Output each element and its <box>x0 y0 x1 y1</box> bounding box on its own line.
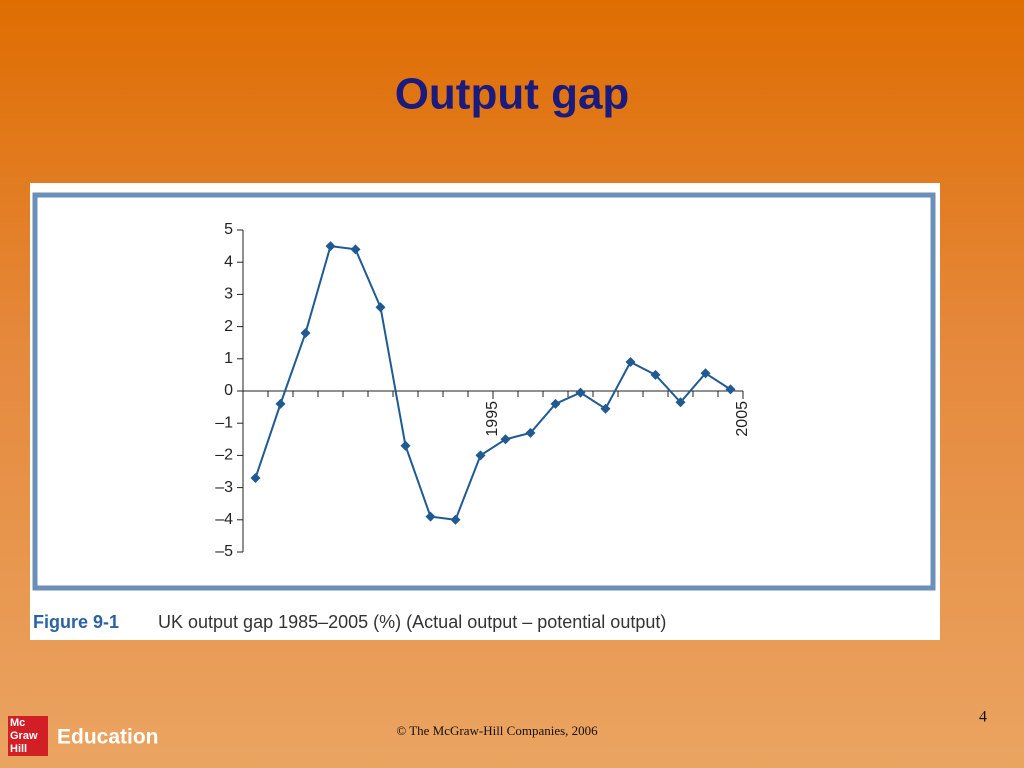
data-point <box>450 514 461 525</box>
data-point <box>675 397 686 408</box>
data-point <box>325 241 336 252</box>
data-point <box>300 328 311 339</box>
data-point <box>350 244 361 255</box>
data-point <box>475 450 486 461</box>
logo-box <box>8 716 48 756</box>
y-tick-label: 0 <box>224 382 233 399</box>
x-tick-label: 1995 <box>484 401 501 437</box>
data-point <box>425 511 436 522</box>
data-point <box>625 357 636 368</box>
page-number: 4 <box>979 709 987 726</box>
data-point <box>375 302 386 313</box>
plot: –5 –4 –3 –2 –1 0 1 2 3 4 5 1995 2005 <box>215 221 751 560</box>
data-point <box>700 368 711 379</box>
data-point <box>525 427 536 438</box>
y-tick-label: 3 <box>224 286 233 303</box>
data-point <box>650 369 661 380</box>
data-point <box>250 472 261 483</box>
y-tick-label: –3 <box>215 479 233 496</box>
y-tick-label: 4 <box>224 253 233 270</box>
logo-word: Hill <box>10 743 27 755</box>
data-point <box>550 398 561 409</box>
data-point <box>275 398 286 409</box>
logo-word: Mc <box>10 717 25 729</box>
footer: © The McGraw-Hill Companies, 2006 <box>396 723 598 738</box>
data-point <box>725 384 736 395</box>
figure-label: Figure 9-1 <box>33 612 119 632</box>
figure-panel <box>30 183 940 640</box>
y-tick-label: 2 <box>224 318 233 335</box>
data-point <box>575 387 586 398</box>
y-tick-label: –4 <box>215 511 233 528</box>
x-tick-label: 2005 <box>734 401 751 437</box>
y-tick-label: –1 <box>215 414 233 431</box>
logo-word: Graw <box>10 730 38 742</box>
y-tick-label: 5 <box>224 221 233 238</box>
data-point <box>500 434 511 445</box>
figure-caption: UK output gap 1985–2005 (%) (Actual outp… <box>158 612 666 632</box>
y-tick-label: –5 <box>215 543 233 560</box>
y-tick-label: 1 <box>224 350 233 367</box>
figure-frame <box>32 192 936 591</box>
data-point <box>600 403 611 414</box>
y-tick-label: –2 <box>215 447 233 464</box>
slide-title: Output gap <box>395 70 630 119</box>
data-point <box>400 440 411 451</box>
logo-text: Education <box>57 726 159 749</box>
